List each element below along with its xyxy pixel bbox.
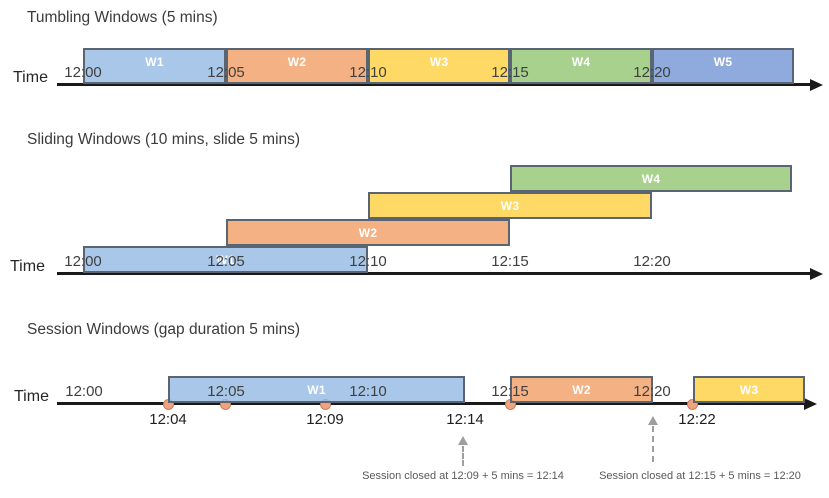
window-label: W1 — [216, 252, 235, 267]
window-label: W2 — [358, 225, 378, 240]
tick-label: 12:00 — [64, 64, 102, 81]
timeline-arrowhead-icon — [804, 398, 817, 410]
window-label: W1 — [307, 382, 326, 397]
window-bar-w1-sliding: W1 — [83, 246, 368, 273]
tick-label: 12:20 — [633, 64, 671, 81]
up-arrow-dashed-line — [462, 446, 464, 466]
window-bar-w3-sliding: W3 — [368, 192, 652, 219]
window-bar-w3-tumbling: W3 — [368, 48, 510, 84]
tick-label: 12:05 — [207, 253, 245, 270]
timeline-arrowhead-icon — [810, 79, 823, 91]
timeline-arrowhead-icon — [810, 268, 823, 280]
window-bar-w2-session: W2 — [510, 376, 653, 403]
window-label: W2 — [287, 54, 307, 69]
time-axis-label: Time — [10, 258, 45, 275]
tick-label: 12:10 — [349, 383, 387, 400]
window-label: W4 — [571, 54, 591, 69]
section-title-session-windows: Session Windows (gap duration 5 mins) — [27, 321, 301, 338]
tick-label: 12:15 — [491, 383, 529, 400]
event-time-label: 12:04 — [149, 411, 187, 428]
window-bar-w1-session: W1 — [168, 376, 465, 403]
window-label: W2 — [572, 382, 591, 397]
event-time-label: 12:22 — [678, 411, 716, 428]
tick-label: 12:10 — [349, 253, 387, 270]
event-time-label: 12:14 — [446, 411, 484, 428]
event-dot — [686, 398, 698, 410]
tick-label: 12:15 — [491, 64, 529, 81]
session-closed-annotation: Session closed at 12:15 + 5 mins = 12:20 — [599, 470, 801, 482]
window-bar-w3-session: W3 — [693, 376, 805, 403]
up-arrow-icon — [458, 436, 468, 445]
time-axis-label: Time — [14, 388, 49, 405]
tick-label: 12:05 — [207, 64, 245, 81]
window-label: W5 — [713, 54, 733, 69]
timeline-axis-tumbling — [57, 83, 810, 86]
window-label: W3 — [500, 198, 520, 213]
window-label: W3 — [739, 382, 759, 397]
window-bar-w1-tumbling: W1 — [83, 48, 226, 84]
window-bar-w2-sliding: W2 — [226, 219, 510, 246]
timeline-axis-session — [57, 402, 804, 405]
window-bar-w2-tumbling: W2 — [226, 48, 368, 84]
time-axis-label: Time — [13, 69, 48, 86]
window-bar-w4-tumbling: W4 — [510, 48, 652, 84]
window-label: W3 — [429, 54, 449, 69]
window-bar-w5-tumbling: W5 — [652, 48, 794, 84]
window-bar-w4-sliding: W4 — [510, 165, 792, 192]
section-title-tumbling-windows: Tumbling Windows (5 mins) — [27, 9, 218, 26]
tick-label: 12:20 — [633, 253, 671, 270]
tick-label: 12:20 — [633, 383, 671, 400]
window-label: W4 — [641, 171, 661, 186]
session-closed-annotation: Session closed at 12:09 + 5 mins = 12:14 — [362, 470, 564, 482]
tick-label: 12:00 — [64, 253, 102, 270]
window-label: W1 — [145, 54, 164, 69]
tick-label: 12:10 — [349, 64, 387, 81]
tick-label: 12:00 — [65, 383, 103, 400]
up-arrow-dashed-line — [652, 426, 654, 462]
tick-label: 12:05 — [207, 383, 245, 400]
tick-label: 12:15 — [491, 253, 529, 270]
section-title-sliding-windows: Sliding Windows (10 mins, slide 5 mins) — [27, 131, 301, 148]
event-time-label: 12:09 — [306, 411, 344, 428]
timeline-axis-sliding — [57, 272, 810, 275]
up-arrow-icon — [648, 416, 658, 425]
